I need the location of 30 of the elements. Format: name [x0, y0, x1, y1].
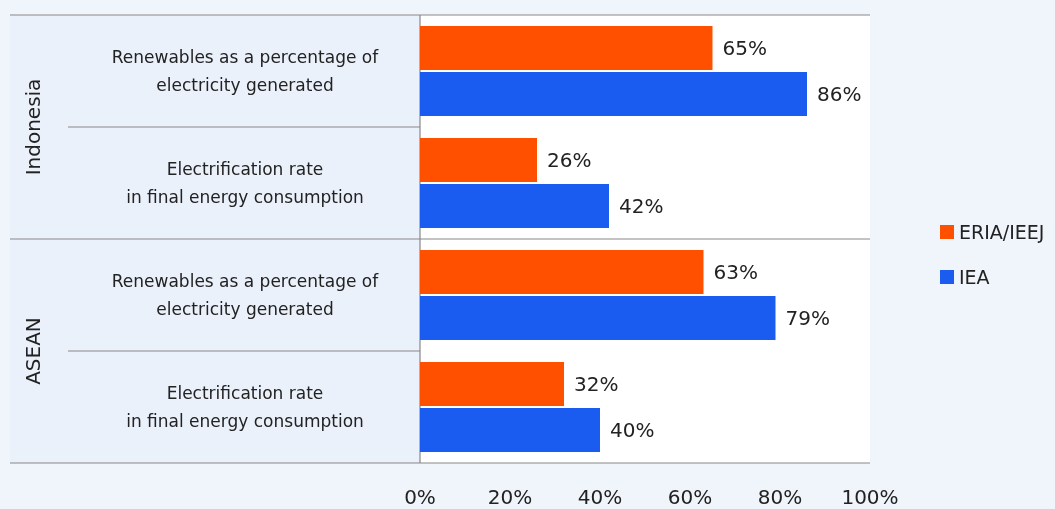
y-tick-label: Electrification rate in final energy consumption: [126, 159, 364, 207]
x-tick-label: 80%: [757, 485, 803, 509]
x-tick-label: 20%: [487, 485, 533, 509]
data-label: 86%: [817, 81, 862, 106]
bar: [420, 183, 609, 228]
data-label: 26%: [547, 148, 592, 173]
y-tick-label: Electrification rate in final energy consumption: [126, 383, 364, 431]
legend-label: IEA: [959, 266, 990, 288]
legend-label: ERIA/IEEJ: [959, 221, 1045, 243]
y-tick-label: Renewables as a percentage of electricity generated: [111, 47, 380, 95]
data-label: 42%: [619, 193, 664, 218]
bar: [420, 138, 537, 183]
text: Indonesia: [21, 78, 45, 176]
x-tick-label: 100%: [841, 485, 899, 509]
x-tick-label: 60%: [667, 485, 713, 509]
data-label: 65%: [722, 36, 767, 61]
data-label: 79%: [785, 305, 830, 330]
text: ASEAN: [21, 317, 45, 385]
data-label: 32%: [574, 372, 619, 397]
data-label: 63%: [713, 260, 758, 285]
y-tick-label: Renewables as a percentage of electricity generated: [111, 271, 380, 319]
bar: [420, 250, 704, 295]
bar: [420, 407, 600, 452]
x-tick-label: 0%: [404, 485, 436, 509]
bar: [420, 362, 564, 407]
bar: [420, 26, 713, 71]
bar: [420, 295, 776, 340]
data-label: 40%: [610, 417, 655, 442]
bar: [420, 71, 807, 116]
x-tick-label: 40%: [577, 485, 623, 509]
